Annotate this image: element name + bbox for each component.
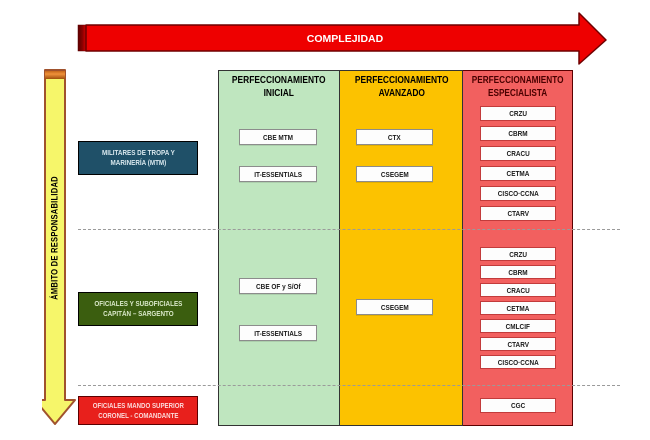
svg-text:COMPLEJIDAD: COMPLEJIDAD	[307, 33, 384, 45]
